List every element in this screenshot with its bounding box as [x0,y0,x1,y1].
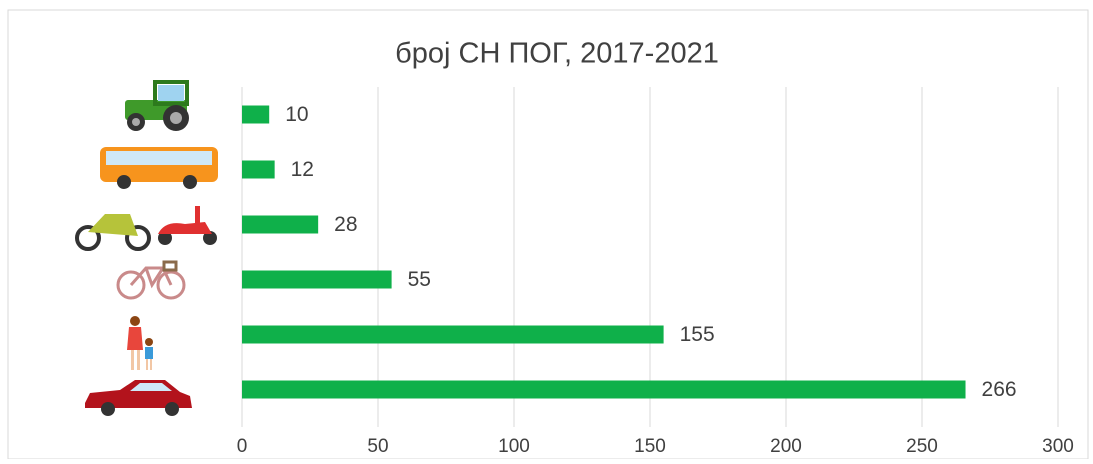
car-icon [85,380,192,416]
tractor-icon [125,80,189,131]
motorcycle-icon [75,206,217,251]
value-label: 155 [680,323,715,346]
value-label: 266 [982,378,1017,401]
pedestrian-icon [127,316,153,370]
value-label: 55 [408,268,431,291]
bar [242,270,392,289]
bar [242,380,966,399]
value-label: 12 [291,158,314,181]
chart-title: број СН ПОГ, 2017-2021 [395,38,719,70]
x-tick-label: 0 [237,436,248,457]
bar [242,105,270,124]
x-tick-label: 50 [367,436,388,457]
bar [242,325,664,344]
bar [242,215,319,234]
bicycle-icon [116,260,186,300]
category-icons [75,80,218,416]
x-tick-label: 150 [634,436,666,457]
x-tick-label: 200 [770,436,802,457]
x-tick-label: 250 [906,436,938,457]
value-label: 28 [334,213,357,236]
x-tick-label: 300 [1042,436,1074,457]
bar [242,160,275,179]
value-label: 10 [285,103,308,126]
x-tick-label: 100 [498,436,530,457]
bus-icon [100,147,218,189]
